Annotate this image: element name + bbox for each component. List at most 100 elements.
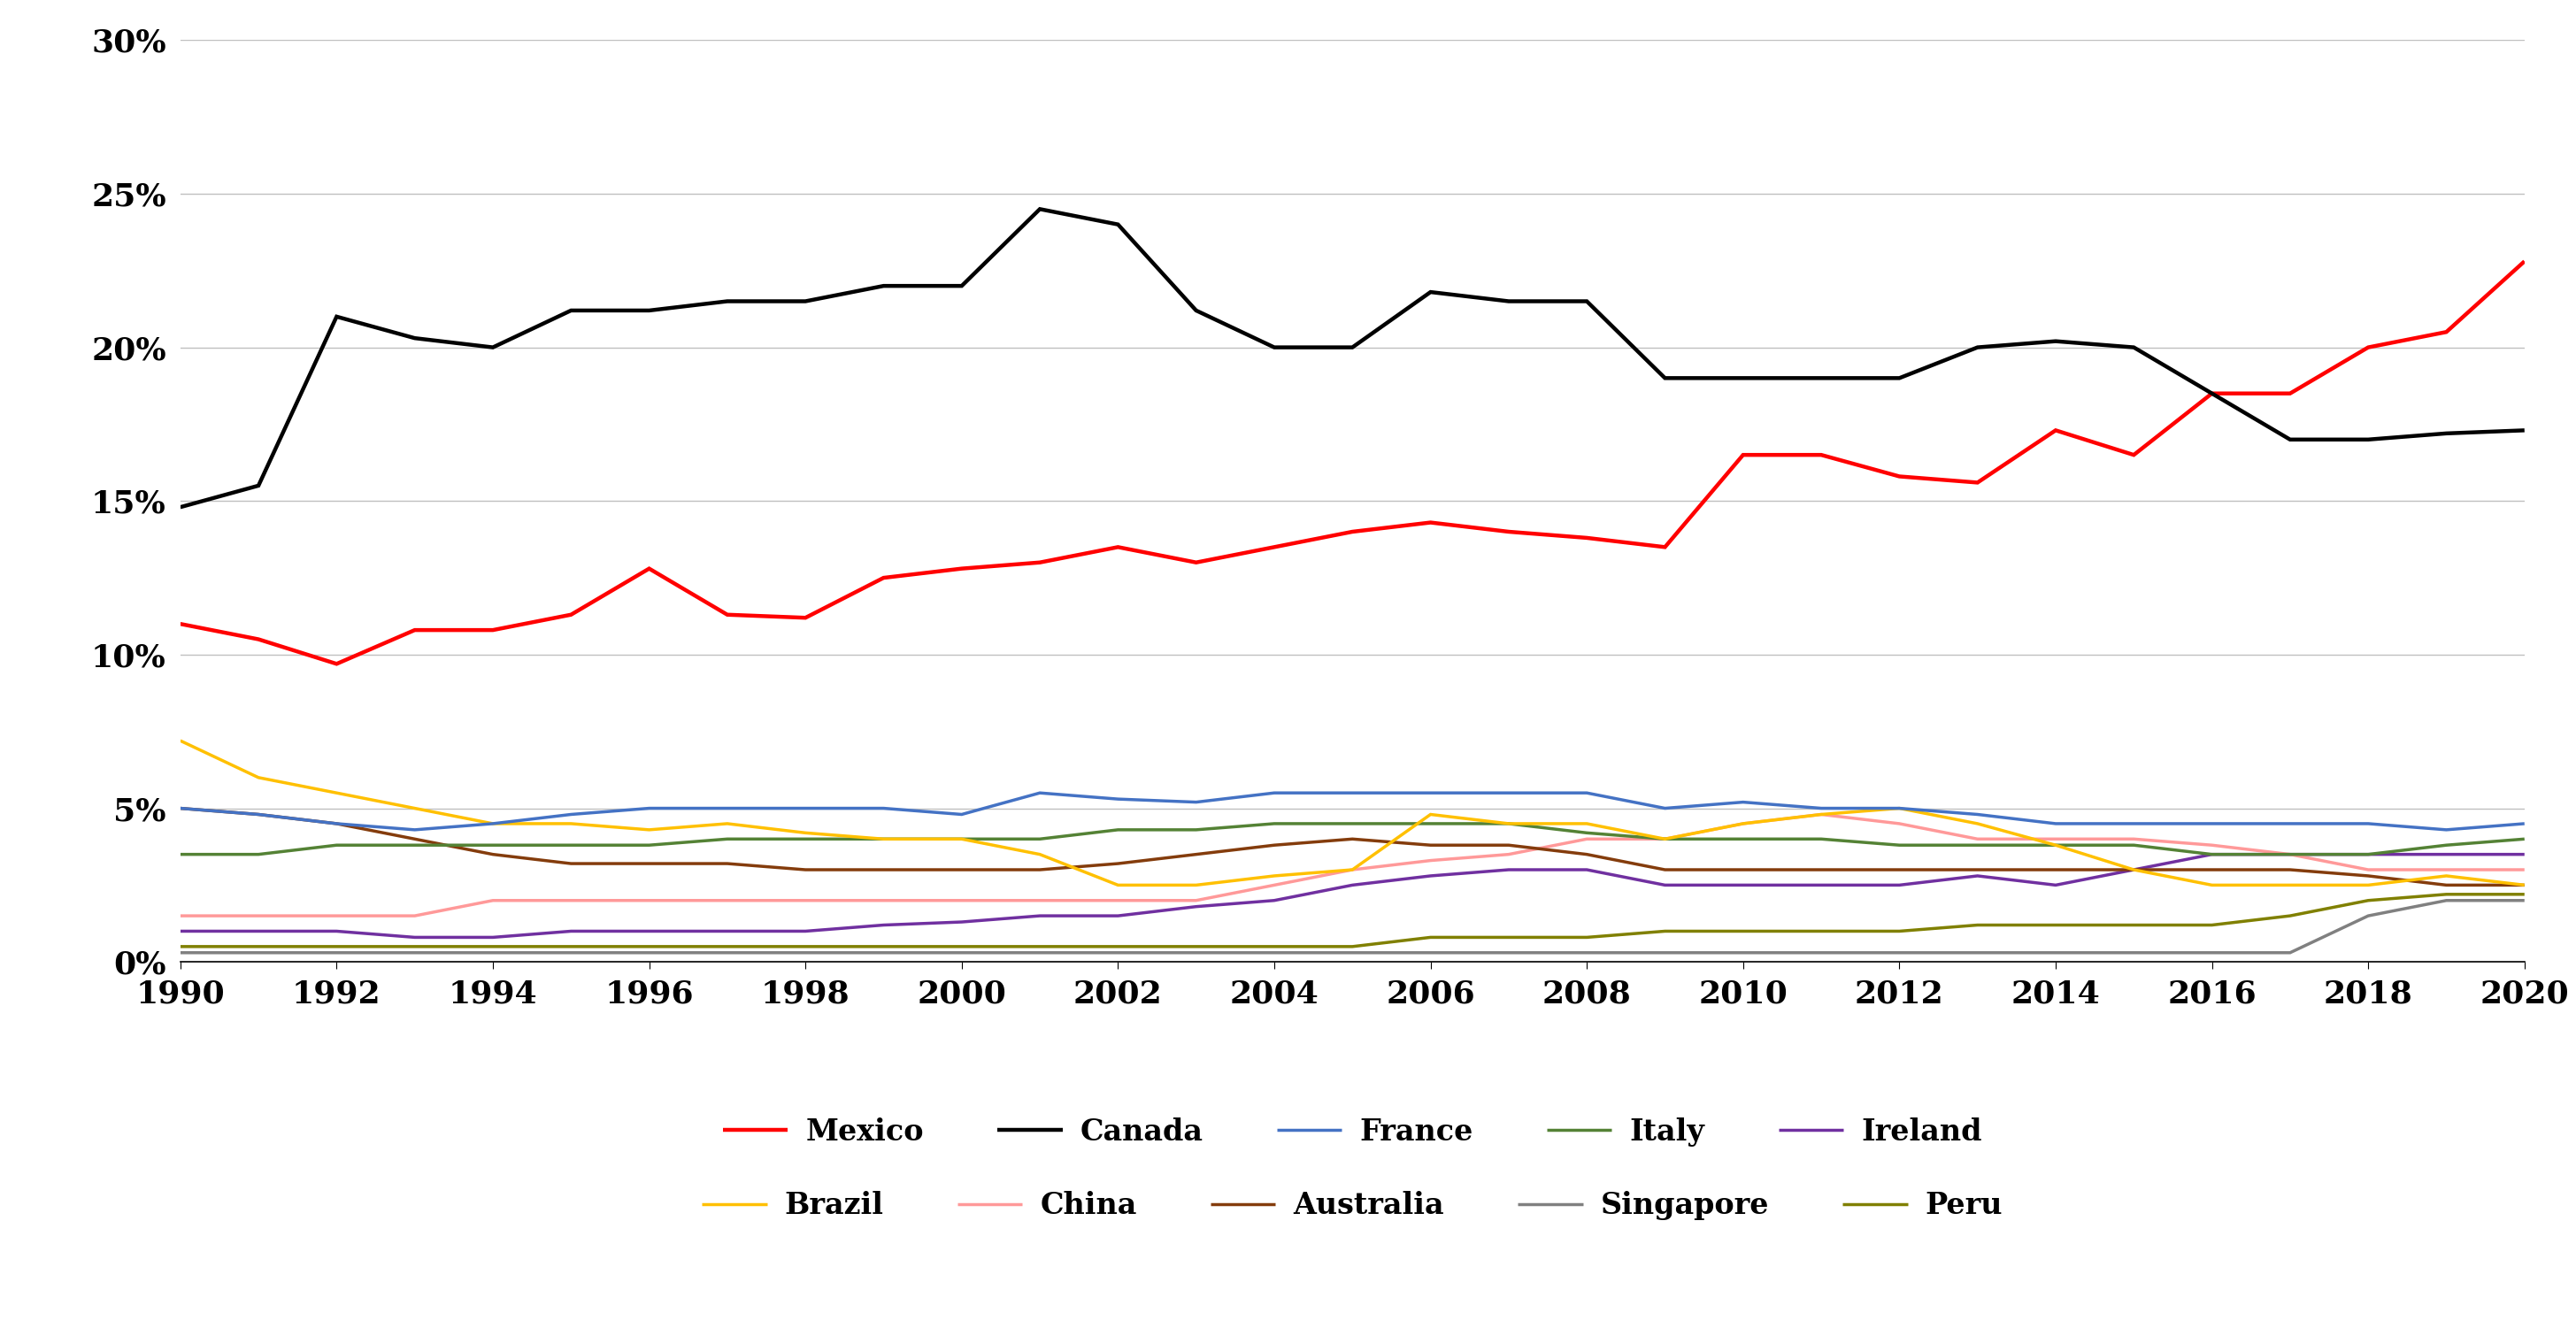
Australia — [634, 855, 665, 871]
Italy — [322, 838, 353, 854]
Canada — [2117, 339, 2148, 355]
Australia — [1649, 862, 1680, 878]
Mexico — [945, 561, 976, 577]
France — [1806, 800, 1837, 816]
Brazil — [1025, 847, 1056, 863]
France — [2197, 815, 2228, 831]
Italy — [945, 831, 976, 847]
Singapore — [2432, 892, 2463, 908]
Canada — [1494, 293, 1525, 309]
Singapore — [945, 945, 976, 961]
Mexico — [1103, 538, 1133, 554]
Mexico — [556, 607, 587, 623]
Peru — [1883, 923, 1914, 939]
Peru — [1963, 916, 1994, 933]
Singapore — [1103, 945, 1133, 961]
Ireland — [1260, 892, 1291, 908]
France — [2509, 815, 2540, 831]
Australia — [1103, 855, 1133, 871]
Australia — [1414, 838, 1445, 854]
Mexico — [791, 609, 822, 625]
Italy — [2432, 838, 2463, 854]
Brazil — [1883, 800, 1914, 816]
Italy — [556, 838, 587, 854]
Peru — [2509, 886, 2540, 902]
Ireland — [399, 930, 430, 946]
Singapore — [791, 945, 822, 961]
Ireland — [2117, 862, 2148, 878]
France — [1571, 784, 1602, 800]
China — [791, 892, 822, 908]
Mexico — [165, 616, 196, 632]
Canada — [2432, 425, 2463, 441]
Mexico — [2117, 446, 2148, 462]
France — [868, 800, 899, 816]
Italy — [2040, 838, 2071, 854]
Peru — [1806, 923, 1837, 939]
Singapore — [2352, 908, 2383, 925]
Brazil — [634, 822, 665, 838]
China — [868, 892, 899, 908]
Italy — [399, 838, 430, 854]
China — [1806, 807, 1837, 823]
Australia — [322, 815, 353, 831]
Ireland — [2275, 847, 2306, 863]
France — [634, 800, 665, 816]
Brazil — [242, 770, 273, 786]
Ireland — [1806, 876, 1837, 892]
Ireland — [477, 930, 507, 946]
China — [2197, 838, 2228, 854]
Canada — [399, 330, 430, 346]
China — [1963, 831, 1994, 847]
China — [556, 892, 587, 908]
Brazil — [1337, 862, 1368, 878]
Ireland — [1103, 908, 1133, 925]
Brazil — [791, 824, 822, 840]
France — [2352, 815, 2383, 831]
Australia — [1883, 862, 1914, 878]
Mexico — [1337, 524, 1368, 540]
China — [1180, 892, 1211, 908]
China — [1728, 815, 1759, 831]
Singapore — [399, 945, 430, 961]
Mexico — [2352, 339, 2383, 355]
Canada — [1180, 302, 1211, 318]
Singapore — [2040, 945, 2071, 961]
Brazil — [1649, 831, 1680, 847]
Peru — [399, 938, 430, 954]
Australia — [1180, 847, 1211, 863]
France — [242, 807, 273, 823]
Line: Ireland: Ireland — [180, 855, 2524, 938]
Ireland — [556, 923, 587, 939]
China — [2352, 862, 2383, 878]
Brazil — [1963, 815, 1994, 831]
China — [399, 908, 430, 925]
France — [1883, 800, 1914, 816]
Singapore — [634, 945, 665, 961]
Brazil — [556, 815, 587, 831]
Brazil — [1571, 815, 1602, 831]
Peru — [2197, 916, 2228, 933]
Peru — [1025, 938, 1056, 954]
Peru — [1649, 923, 1680, 939]
China — [1260, 876, 1291, 892]
Ireland — [165, 923, 196, 939]
Line: Singapore: Singapore — [180, 900, 2524, 953]
Peru — [477, 938, 507, 954]
Brazil — [1494, 815, 1525, 831]
Singapore — [1963, 945, 1994, 961]
China — [1649, 831, 1680, 847]
Mexico — [322, 656, 353, 672]
Mexico — [242, 631, 273, 647]
Italy — [1883, 838, 1914, 854]
China — [2509, 862, 2540, 878]
Brazil — [2432, 868, 2463, 884]
Mexico — [1806, 446, 1837, 462]
Peru — [1103, 938, 1133, 954]
Australia — [2040, 862, 2071, 878]
Italy — [477, 838, 507, 854]
Singapore — [2197, 945, 2228, 961]
France — [1025, 784, 1056, 800]
Australia — [399, 831, 430, 847]
Peru — [945, 938, 976, 954]
